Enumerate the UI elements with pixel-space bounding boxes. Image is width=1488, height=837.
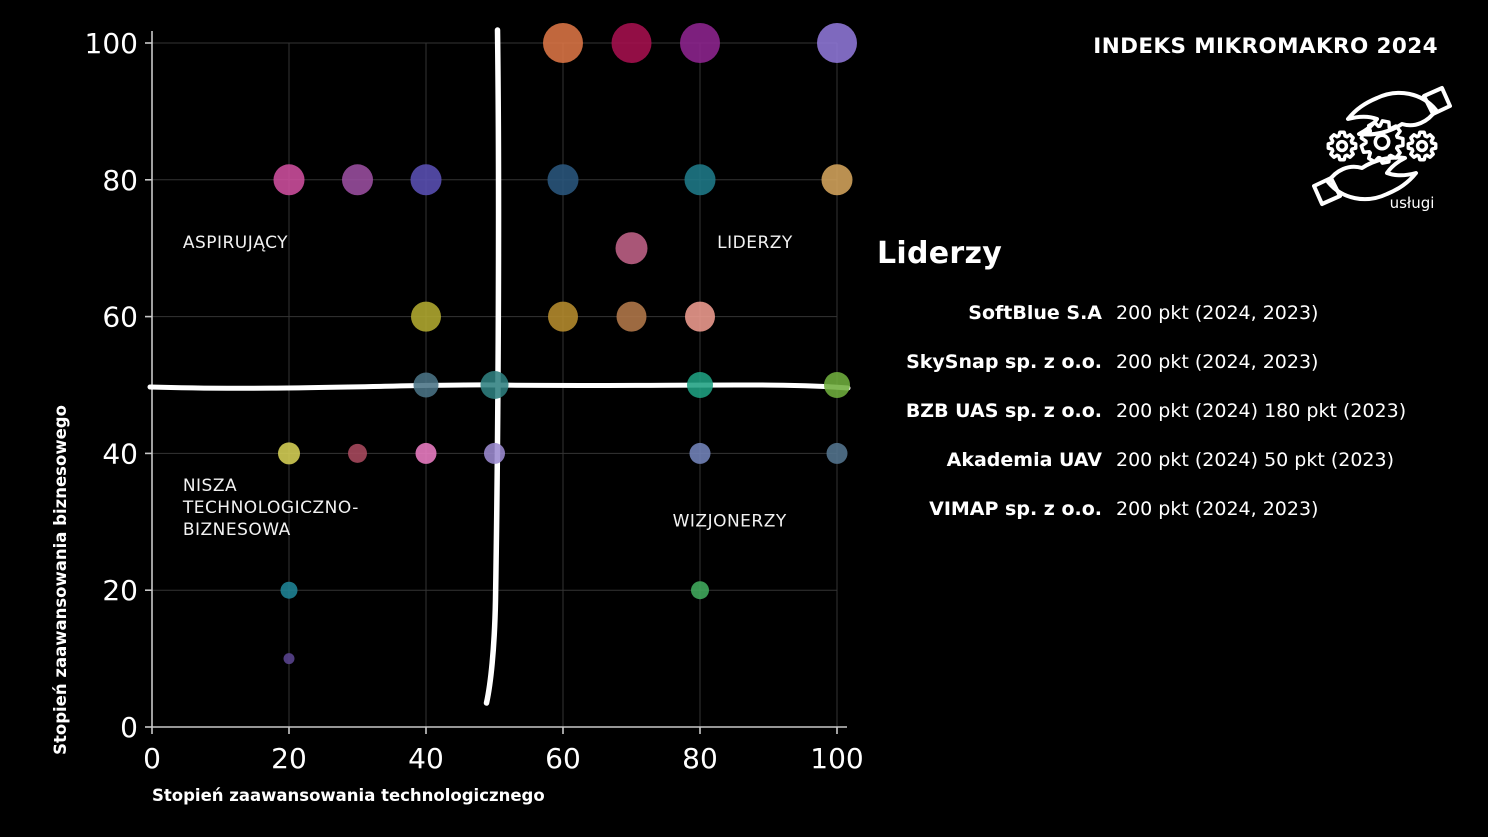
leader-company-name: BZB UAS sp. z o.o. [905, 399, 1102, 422]
x-tick-label: 100 [810, 742, 863, 775]
gear-icon [1406, 130, 1438, 162]
leader-row: BZB UAS sp. z o.o. 200 pkt (2024) 180 pkt… [877, 386, 1467, 435]
company-bubble [685, 301, 715, 332]
company-bubble [484, 442, 505, 464]
company-bubble [615, 232, 648, 265]
y-tick-label: 0 [120, 711, 138, 744]
company-bubble [821, 164, 853, 196]
quadrant-label-bottom-left: BIZNESOWA [183, 520, 291, 540]
company-bubble [826, 442, 848, 464]
company-bubble [680, 23, 720, 63]
y-tick-label: 20 [102, 574, 138, 607]
x-axis-label: Stopień zaawansowania technologicznego [152, 786, 545, 805]
company-bubble [342, 164, 373, 196]
company-bubble [548, 301, 578, 332]
top-hand-cuff-icon [1422, 86, 1452, 116]
gear-icon [1326, 130, 1358, 162]
page-title: INDEKS MIKROMAKRO 2024 [1093, 34, 1438, 59]
company-bubble [684, 164, 716, 196]
leader-row: VIMAP sp. z o.o. 200 pkt (2024, 2023) [877, 484, 1467, 533]
company-bubble [616, 301, 647, 332]
leader-score: 200 pkt (2024, 2023) [1116, 350, 1319, 373]
quadrant-bubble-chart: Stopień zaawansowania biznesowego Stopie… [51, 23, 864, 805]
x-tick-label: 40 [408, 742, 444, 775]
icon-caption: usługi [1389, 194, 1435, 212]
leader-score: 200 pkt (2024) 180 pkt (2023) [1116, 399, 1407, 422]
company-bubble [413, 372, 439, 398]
y-tick-label: 100 [85, 27, 138, 60]
company-bubble [691, 581, 709, 600]
company-bubble [415, 442, 437, 464]
leader-company-name: SkySnap sp. z o.o. [906, 350, 1102, 373]
bottom-hand-cuff-icon [1312, 176, 1342, 206]
gear-hole-icon [1335, 139, 1349, 153]
x-tick-label: 80 [682, 742, 718, 775]
y-tick-label: 40 [102, 437, 138, 470]
company-bubble [411, 301, 441, 332]
company-bubble [687, 372, 713, 398]
company-bubble [480, 371, 509, 399]
gear-hole-icon [1373, 133, 1391, 151]
leader-row: SkySnap sp. z o.o. 200 pkt (2024, 2023) [877, 337, 1467, 386]
leader-company-name: SoftBlue S.A [968, 301, 1102, 324]
y-tick-label: 80 [102, 164, 138, 197]
services-icon-svg [1312, 86, 1452, 206]
quadrant-label-bottom-left: TECHNOLOGICZNO- [182, 498, 359, 518]
quadrant-label-bottom-left: NISZA [183, 476, 237, 496]
quadrant-label-top-right: LIDERZY [717, 233, 793, 253]
company-bubble [824, 372, 850, 398]
company-bubble [543, 23, 583, 63]
y-axis-label: Stopień zaawansowania biznesowego [51, 405, 70, 755]
leaders-panel: Liderzy SoftBlue S.A 200 pkt (2024, 2023)… [877, 236, 1467, 520]
hands-and-gears-services-icon [1312, 80, 1452, 212]
leaders-heading: Liderzy [877, 236, 1003, 271]
gear-icon [1359, 119, 1405, 165]
company-bubble [283, 653, 295, 665]
bottom-hand-icon [1326, 155, 1418, 202]
leader-score: 200 pkt (2024, 2023) [1116, 301, 1319, 324]
leader-company-name: Akademia UAV [946, 448, 1102, 471]
company-bubble [273, 164, 305, 196]
company-bubble [611, 23, 652, 63]
top-hand-icon [1346, 90, 1438, 137]
gear-hole-icon [1415, 139, 1429, 153]
leaders-list: SoftBlue S.A 200 pkt (2024, 2023) SkySnap … [877, 288, 1467, 533]
company-bubble [280, 581, 298, 599]
leader-row: SoftBlue S.A 200 pkt (2024, 2023) [877, 288, 1467, 337]
company-bubble [689, 442, 711, 464]
y-tick-label: 60 [102, 301, 138, 334]
company-bubble [547, 164, 579, 196]
leader-score: 200 pkt (2024, 2023) [1116, 497, 1319, 520]
company-bubble [278, 442, 300, 465]
x-tick-label: 60 [545, 742, 581, 775]
quadrant-label-bottom-right: WIZJONERZY [673, 512, 787, 532]
leader-company-name: VIMAP sp. z o.o. [929, 497, 1102, 520]
company-bubble [817, 23, 857, 63]
leader-score: 200 pkt (2024) 50 pkt (2023) [1116, 448, 1395, 471]
x-tick-label: 0 [143, 742, 161, 775]
leader-row: Akademia UAV 200 pkt (2024) 50 pkt (2023) [877, 435, 1467, 484]
company-bubble [348, 443, 367, 463]
x-tick-label: 20 [271, 742, 307, 775]
company-bubble [410, 164, 442, 196]
quadrant-label-top-left: ASPIRUJĄCY [183, 233, 288, 253]
vertical-divider-line [483, 27, 502, 706]
